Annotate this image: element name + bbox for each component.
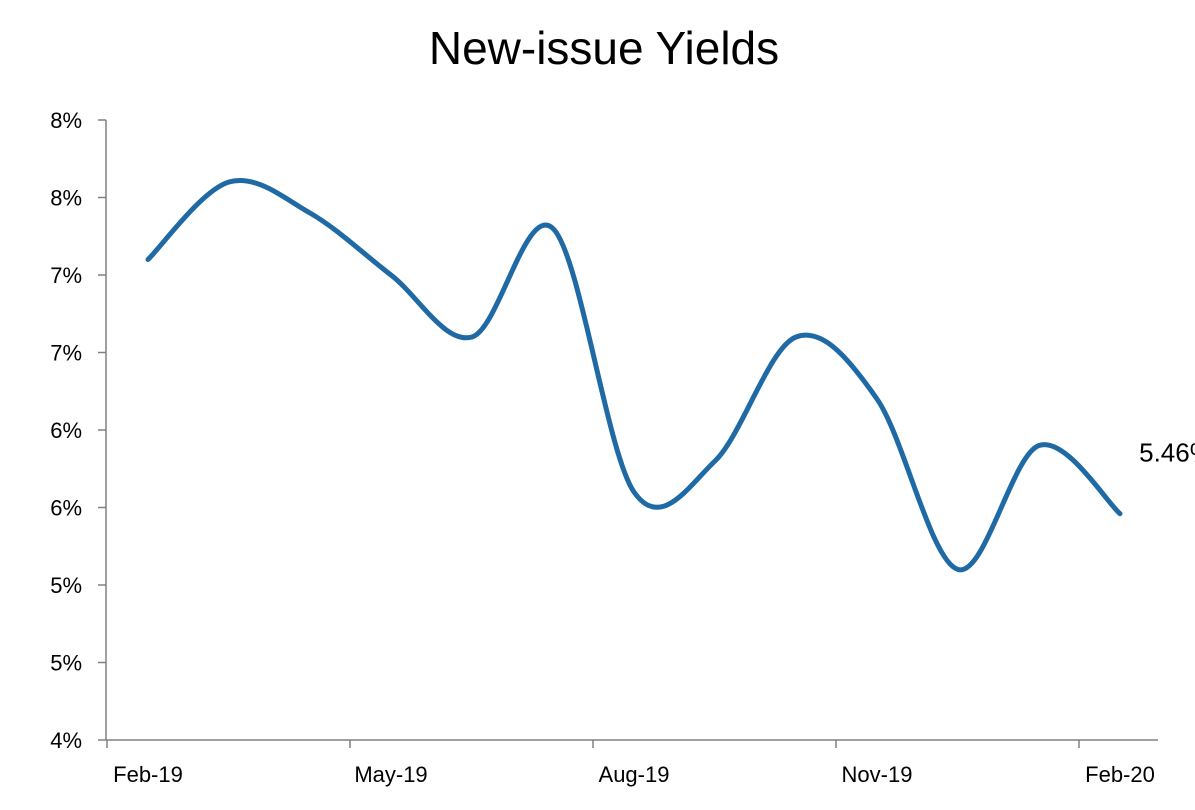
y-tick-label: 7% <box>50 341 82 366</box>
x-tick-label: May-19 <box>354 762 427 787</box>
y-tick-label: 4% <box>50 728 82 753</box>
chart-axes <box>105 120 1158 741</box>
x-tick-label: Aug-19 <box>599 762 670 787</box>
y-tick-label: 6% <box>50 418 82 443</box>
x-tick-label: Feb-20 <box>1085 762 1155 787</box>
y-tick-label: 6% <box>50 496 82 521</box>
last-value-label: 5.46% <box>1139 438 1195 468</box>
y-tick-label: 5% <box>50 573 82 598</box>
series-line <box>145 178 1123 573</box>
annotation-layer: 5.46% <box>1139 438 1195 468</box>
x-tick-label: Nov-19 <box>842 762 913 787</box>
y-tick-label: 7% <box>50 263 82 288</box>
y-axis-ticks: 4% 5% 5% 6% 6% 7% 7% 8% 8% <box>50 108 106 753</box>
x-axis-ticks: Feb-19 May-19 Aug-19 Nov-19 Feb-20 <box>106 740 1155 787</box>
series-layer <box>145 178 1123 573</box>
x-tick-label: Feb-19 <box>113 762 183 787</box>
y-tick-label: 8% <box>50 108 82 133</box>
y-tick-label: 8% <box>50 186 82 211</box>
y-tick-label: 5% <box>50 651 82 676</box>
chart-title: New-issue Yields <box>429 22 779 74</box>
